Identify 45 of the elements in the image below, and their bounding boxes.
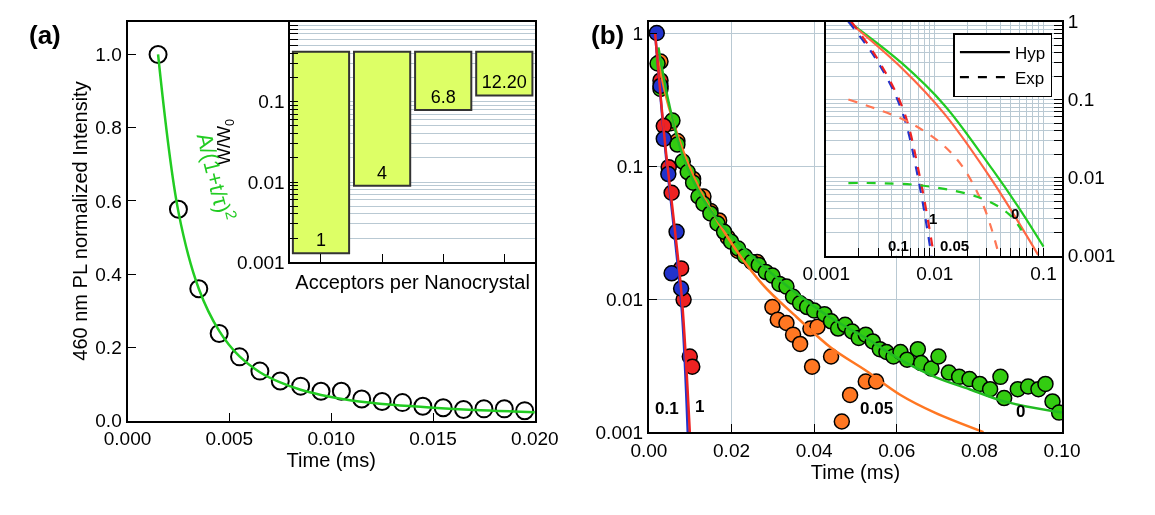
legend-label: Hyp <box>1014 43 1046 63</box>
y-tick-label: 1.0 <box>95 44 122 66</box>
x-tick-label: 0.04 <box>795 439 834 461</box>
y-tick-label: 0.1 <box>616 155 644 177</box>
x-tick-label: 0.08 <box>960 439 998 461</box>
x-tick-label: 0.001 <box>802 263 850 285</box>
x-tick-label: 0.015 <box>409 428 457 450</box>
legend-label: Exp <box>1014 68 1045 88</box>
annotation: 0.05 <box>860 399 894 418</box>
x-axis-title: Time (ms) <box>810 460 901 483</box>
x-axis-title: Acceptors per Nanocrystal <box>295 271 530 294</box>
text: (a) <box>29 20 61 50</box>
annotation: 1 <box>695 397 705 416</box>
x-tick-label: 0.02 <box>713 439 751 461</box>
y-tick-label: 0.01 <box>1067 167 1105 189</box>
y-tick-label: 1 <box>1067 11 1079 33</box>
annotation: 0.05 <box>940 237 970 254</box>
x-tick-label: 4 <box>377 162 388 183</box>
x-tick-label: 0.005 <box>205 428 254 450</box>
y-tick-label: 1 <box>632 22 644 44</box>
annotation: 0.1 <box>888 237 909 254</box>
y-tick-label: 0.1 <box>1067 89 1095 111</box>
y-tick-label: 0.2 <box>95 336 122 358</box>
text: (b) <box>591 20 625 50</box>
x-tick-label: 0.020 <box>511 428 559 450</box>
y-tick-label: 0.6 <box>95 190 122 212</box>
annotation: 0.1 <box>655 399 679 418</box>
x-tick-label: 0.010 <box>307 428 355 450</box>
y-tick-label: 0.01 <box>247 171 285 193</box>
y-tick-label: 0.1 <box>258 91 285 113</box>
annotation: 1 <box>929 210 938 227</box>
x-axis-title: Time (ms) <box>286 449 376 472</box>
x-tick-label: 0.06 <box>878 439 916 461</box>
x-tick-label: 0.00 <box>630 439 668 461</box>
y-tick-label: 0.001 <box>1067 245 1116 267</box>
x-tick-label: 12.20 <box>481 72 527 93</box>
x-tick-label: 0.10 <box>1043 439 1081 461</box>
y-tick-label: 0.01 <box>606 288 644 310</box>
x-tick-label: 0.01 <box>916 263 954 285</box>
y-axis-title: 460 nm PL normalized Intensity <box>69 81 92 361</box>
x-tick-label: 0.1 <box>1030 263 1057 285</box>
x-tick-label: 6.8 <box>430 86 456 107</box>
y-tick-label: 0.8 <box>95 117 122 139</box>
annotation: 0 <box>1016 402 1026 421</box>
y-tick-label: 0.4 <box>95 263 123 285</box>
